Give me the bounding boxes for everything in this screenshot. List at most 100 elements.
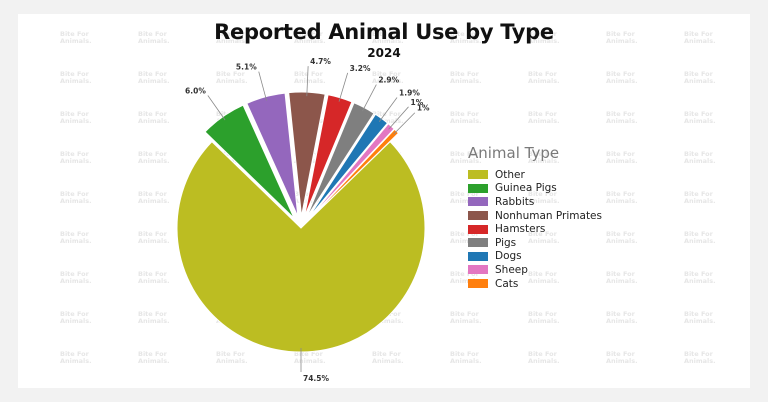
legend-swatch xyxy=(468,183,488,193)
slice-label: 1% xyxy=(417,104,430,113)
legend-label: Nonhuman Primates xyxy=(495,209,602,222)
legend-label: Rabbits xyxy=(495,195,535,208)
legend-label: Hamsters xyxy=(495,223,546,236)
legend-item: Rabbits xyxy=(468,195,602,209)
legend-label: Pigs xyxy=(495,236,517,249)
legend-item: Other xyxy=(468,168,602,182)
legend-item: Guinea Pigs xyxy=(468,182,602,196)
leader-line xyxy=(362,84,377,112)
slice-label: 5.1% xyxy=(236,63,257,72)
slice-labels: 74.5%6.0%5.1%4.7%3.2%2.9%1.9%1%1% xyxy=(185,57,430,383)
slice-label: 3.2% xyxy=(350,64,371,73)
legend-label: Cats xyxy=(495,277,519,290)
chart-subtitle: 2024 xyxy=(367,46,401,60)
leader-line xyxy=(388,106,409,130)
legend-swatch xyxy=(468,170,488,180)
legend-item: Pigs xyxy=(468,236,602,250)
leader-line xyxy=(258,71,267,101)
legend-label: Sheep xyxy=(495,263,528,276)
legend-swatch xyxy=(468,224,488,234)
slice-label: 1% xyxy=(411,98,424,107)
legend-swatch xyxy=(468,265,488,275)
leader-line xyxy=(393,112,416,135)
slice-label: 1.9% xyxy=(399,89,420,98)
label-leader-lines xyxy=(207,66,416,372)
legend-swatch xyxy=(468,251,488,261)
legend-swatch xyxy=(468,211,488,221)
legend-label: Guinea Pigs xyxy=(495,182,557,195)
leader-line xyxy=(338,72,349,102)
legend-items: Other Guinea Pigs Rabbits Nonhuman Primates… xyxy=(468,168,602,290)
legend-item: Sheep xyxy=(468,263,602,277)
slice-label: 74.5% xyxy=(303,374,330,383)
leader-line xyxy=(306,66,309,97)
slice-label: 2.9% xyxy=(378,76,399,85)
legend-item: Cats xyxy=(468,277,602,291)
legend-swatch xyxy=(468,238,488,248)
legend-label: Dogs xyxy=(495,250,522,263)
leader-line xyxy=(207,95,226,121)
legend-swatch xyxy=(468,197,488,207)
legend-item: Dogs xyxy=(468,250,602,264)
legend-item: Hamsters xyxy=(468,222,602,236)
